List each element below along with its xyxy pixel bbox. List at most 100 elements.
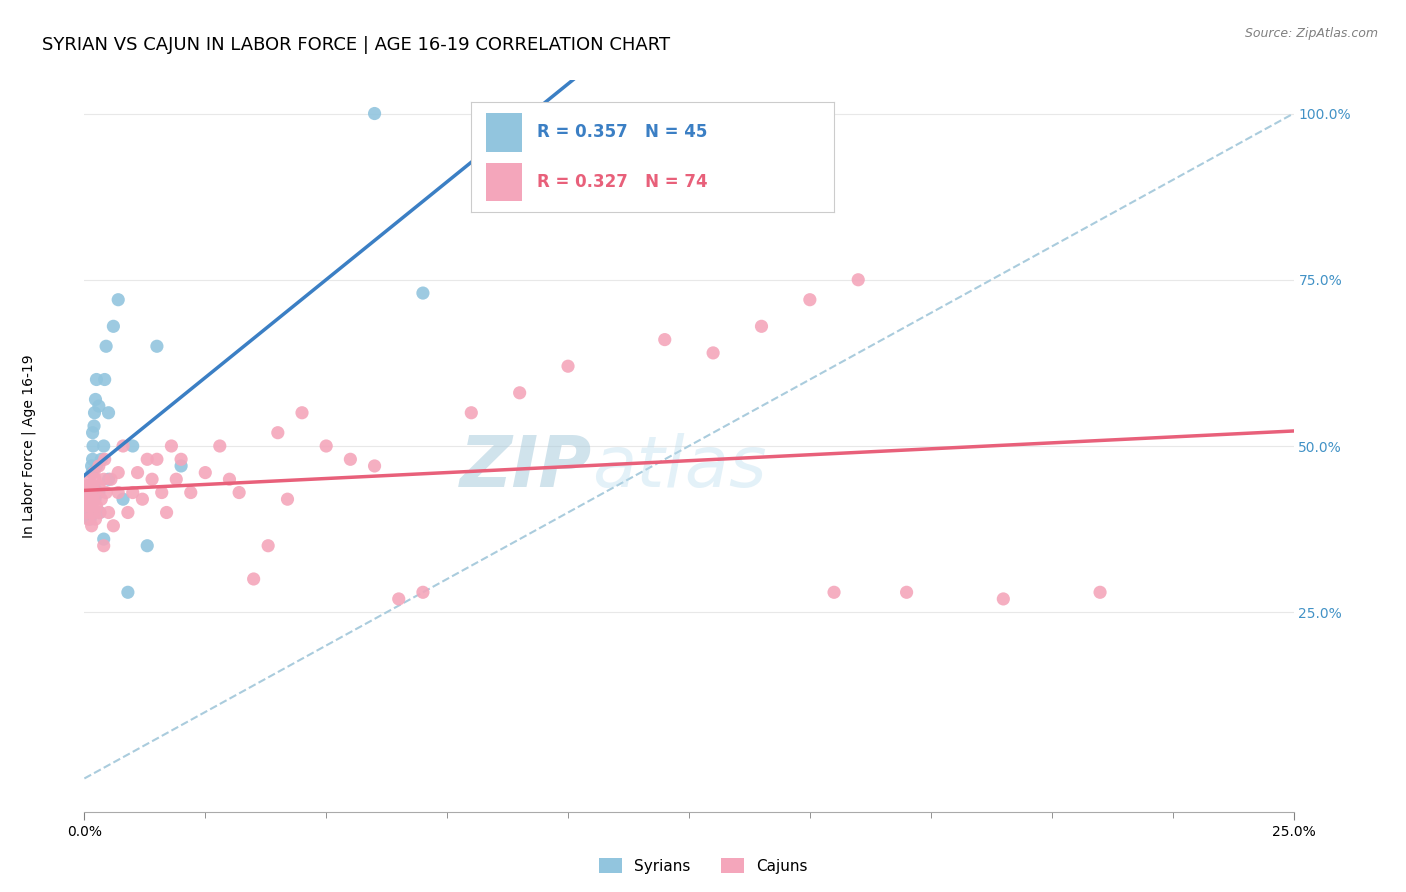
Point: [77, 499, 100, 513]
Point: [90, 452, 112, 467]
Point: [80, 485, 103, 500]
Point: [94, 339, 117, 353]
Point: [136, 539, 159, 553]
Point: [84, 392, 107, 407]
Point: [75, 485, 97, 500]
Point: [141, 472, 163, 486]
Point: [509, 385, 531, 400]
Point: [702, 346, 724, 360]
Point: [86, 458, 108, 473]
Point: [83, 485, 105, 500]
Point: [150, 485, 173, 500]
Point: [93, 532, 115, 546]
Point: [77, 512, 100, 526]
Point: [170, 452, 193, 467]
Point: [103, 319, 125, 334]
Point: [117, 585, 139, 599]
Point: [412, 286, 434, 301]
Point: [93, 472, 115, 486]
Point: [194, 466, 217, 480]
Point: [82, 425, 104, 440]
Point: [82, 439, 104, 453]
Point: [131, 492, 153, 507]
Point: [146, 452, 169, 467]
Point: [276, 492, 298, 507]
Point: [87, 479, 110, 493]
Point: [89, 506, 111, 520]
Point: [77, 485, 100, 500]
Point: [75, 485, 97, 500]
Point: [83, 506, 105, 520]
Point: [79, 492, 101, 507]
Text: ZIP: ZIP: [460, 434, 592, 502]
Point: [267, 425, 290, 440]
Point: [896, 585, 918, 599]
Point: [80, 458, 103, 473]
Point: [93, 439, 115, 453]
Point: [117, 506, 139, 520]
Point: [84, 492, 107, 507]
Point: [79, 512, 101, 526]
Point: [412, 585, 434, 599]
Point: [87, 485, 110, 500]
Point: [77, 472, 100, 486]
Point: [103, 518, 125, 533]
Point: [75, 499, 97, 513]
Y-axis label: In Labor Force | Age 16-19: In Labor Force | Age 16-19: [21, 354, 35, 538]
Point: [93, 539, 115, 553]
Point: [121, 439, 143, 453]
Point: [100, 472, 122, 486]
Point: [136, 452, 159, 467]
Point: [94, 485, 117, 500]
Point: [84, 512, 107, 526]
Point: [90, 492, 112, 507]
Point: [155, 506, 177, 520]
Point: [87, 399, 110, 413]
Point: [83, 466, 105, 480]
Point: [315, 439, 337, 453]
Point: [82, 452, 104, 467]
Point: [557, 359, 579, 374]
Point: [127, 466, 149, 480]
Point: [112, 439, 135, 453]
Point: [79, 499, 101, 513]
Point: [83, 406, 105, 420]
Point: [993, 591, 1015, 606]
Point: [846, 273, 869, 287]
Point: [82, 466, 104, 480]
Point: [160, 439, 183, 453]
Point: [107, 466, 129, 480]
Point: [460, 406, 482, 420]
Point: [86, 372, 108, 386]
Point: [218, 472, 240, 486]
Point: [93, 372, 115, 386]
Point: [799, 293, 821, 307]
Point: [80, 506, 103, 520]
Text: atlas: atlas: [592, 434, 766, 502]
Legend: Syrians, Cajuns: Syrians, Cajuns: [592, 852, 814, 880]
Point: [83, 419, 105, 434]
Point: [242, 572, 264, 586]
Point: [257, 539, 280, 553]
Point: [89, 506, 111, 520]
Point: [76, 479, 98, 493]
Point: [363, 458, 385, 473]
Point: [77, 485, 100, 500]
Point: [79, 479, 101, 493]
Point: [97, 506, 120, 520]
Point: [291, 406, 314, 420]
Point: [93, 452, 115, 467]
Point: [121, 485, 143, 500]
Point: [228, 485, 250, 500]
Point: [87, 458, 110, 473]
Point: [80, 479, 103, 493]
Point: [76, 492, 98, 507]
Point: [82, 492, 104, 507]
Point: [112, 492, 135, 507]
Point: [76, 506, 98, 520]
Point: [823, 585, 845, 599]
Point: [83, 479, 105, 493]
Point: [76, 499, 98, 513]
Point: [654, 333, 676, 347]
Point: [77, 492, 100, 507]
